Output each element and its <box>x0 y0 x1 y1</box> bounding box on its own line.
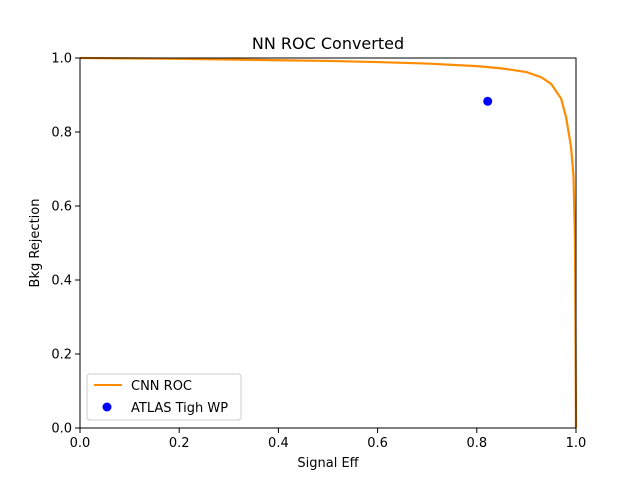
x-axis-label: Signal Eff <box>297 456 359 471</box>
y-tick-label: 0.6 <box>51 200 72 215</box>
x-tick-label: 0.4 <box>268 436 289 451</box>
x-tick-label: 0.0 <box>70 436 91 451</box>
legend-box <box>86 373 242 421</box>
plot-area <box>80 58 576 428</box>
y-tick-label: 0.8 <box>51 126 72 141</box>
y-tick-label: 0.0 <box>51 422 72 437</box>
y-axis-ticks: 0.0 0.2 0.4 0.6 0.8 1.0 <box>51 52 80 437</box>
y-tick-label: 1.0 <box>51 52 72 67</box>
y-axis-label: Bkg Rejection <box>28 199 43 288</box>
series-line-cnn-roc <box>79 56 578 429</box>
legend: CNN ROC ATLAS Tigh WP <box>86 373 242 421</box>
y-tick-label: 0.2 <box>51 348 72 363</box>
series-layer <box>79 56 578 429</box>
x-axis-ticks: 0.0 0.2 0.4 0.6 0.8 1.0 <box>70 428 587 451</box>
scatter-point-atlas-tight-wp <box>483 96 493 106</box>
legend-swatch-atlas-tight-wp <box>102 402 112 412</box>
x-tick-label: 0.2 <box>169 436 190 451</box>
x-tick-label: 0.8 <box>466 436 487 451</box>
x-tick-label: 1.0 <box>566 436 587 451</box>
plot-frame <box>79 57 577 429</box>
y-tick-label: 0.4 <box>51 274 72 289</box>
chart-title: NN ROC Converted <box>252 34 404 53</box>
x-tick-label: 0.6 <box>367 436 388 451</box>
legend-label-atlas-tight-wp: ATLAS Tigh WP <box>131 401 228 416</box>
legend-label-cnn-roc: CNN ROC <box>131 379 192 394</box>
